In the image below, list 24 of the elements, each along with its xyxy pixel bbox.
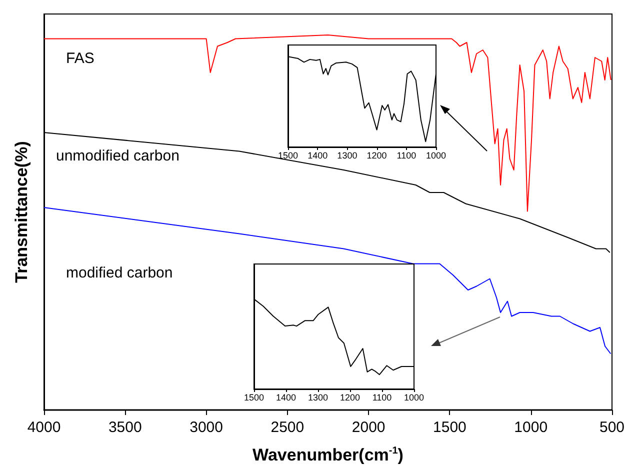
x-tick-label: 1400	[276, 392, 296, 402]
x-tick-label: 1400	[308, 150, 328, 160]
x-tick-label: 1000	[404, 392, 424, 402]
x-tick-label: 1500	[433, 419, 466, 436]
x-tick-label: 1300	[308, 392, 328, 402]
x-tick-label: 500	[599, 419, 625, 436]
x-tick-label: 1000	[514, 419, 548, 436]
x-tick-label: 1000	[426, 150, 446, 160]
x-tick-label: 1300	[337, 150, 358, 160]
x-tick-label: 2500	[270, 419, 304, 436]
text: modified carbon	[66, 264, 173, 282]
x-tick-label: 1200	[366, 150, 387, 160]
x-tick-label: 4000	[27, 419, 61, 436]
x-tick-label: 1500	[278, 150, 298, 160]
x-tick-label: 1100	[396, 150, 416, 160]
x-tick-label: 3000	[190, 419, 223, 436]
x-tick-label: 1100	[372, 392, 392, 402]
x-tick-label: 3500	[108, 419, 142, 436]
series-label: FAS	[66, 50, 94, 67]
x-tick-label: 1500	[244, 392, 264, 402]
series-label: unmodified carbon	[56, 148, 180, 164]
y-axis-title: Transmittance(%)	[12, 141, 31, 283]
x-tick-label: 1200	[340, 392, 360, 402]
x-tick-label: 2000	[352, 419, 386, 436]
